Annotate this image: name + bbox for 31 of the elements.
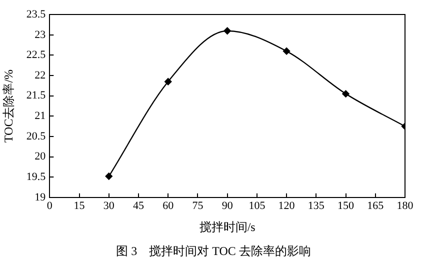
y-tick-label: 20 [34,150,46,163]
y-tick-label: 22 [34,69,46,82]
x-tick-label: 0 [46,200,53,212]
x-tick-label: 150 [338,200,355,212]
y-tick-label: 22.5 [26,49,46,62]
x-tick-label: 60 [162,200,174,212]
y-tick-label: 20.5 [26,130,46,142]
y-tick-label: 19 [34,191,46,204]
x-tick-label: 180 [396,200,414,212]
y-tick-label: 21 [34,110,46,122]
caption: 图 3 搅拌时间对 TOC 去除率的影响 [116,244,311,258]
point [342,90,350,98]
x-tick-label: 165 [367,200,384,212]
point [164,78,172,86]
x-tick-label: 105 [248,200,266,212]
point [105,172,112,180]
point [224,27,231,34]
x-tick-label: 90 [222,200,234,212]
x-tick-label: 135 [308,200,325,212]
x-tick-label: 30 [103,200,115,212]
x-tick-label: 120 [278,200,296,212]
y-tick-label: 23 [34,28,46,41]
point [282,48,290,55]
y-tick-label: 23.5 [26,8,46,20]
y-tick-label: 19.5 [26,170,46,183]
x-axis-title: 搅拌时间/s [199,220,256,234]
y-axis-title: TOC去除率/% [1,69,16,143]
y-tick-label: 21.5 [26,90,46,102]
x-tick-label: 45 [132,200,144,212]
x-tick-label: 15 [74,200,86,212]
x-tick-label: 75 [192,200,204,212]
